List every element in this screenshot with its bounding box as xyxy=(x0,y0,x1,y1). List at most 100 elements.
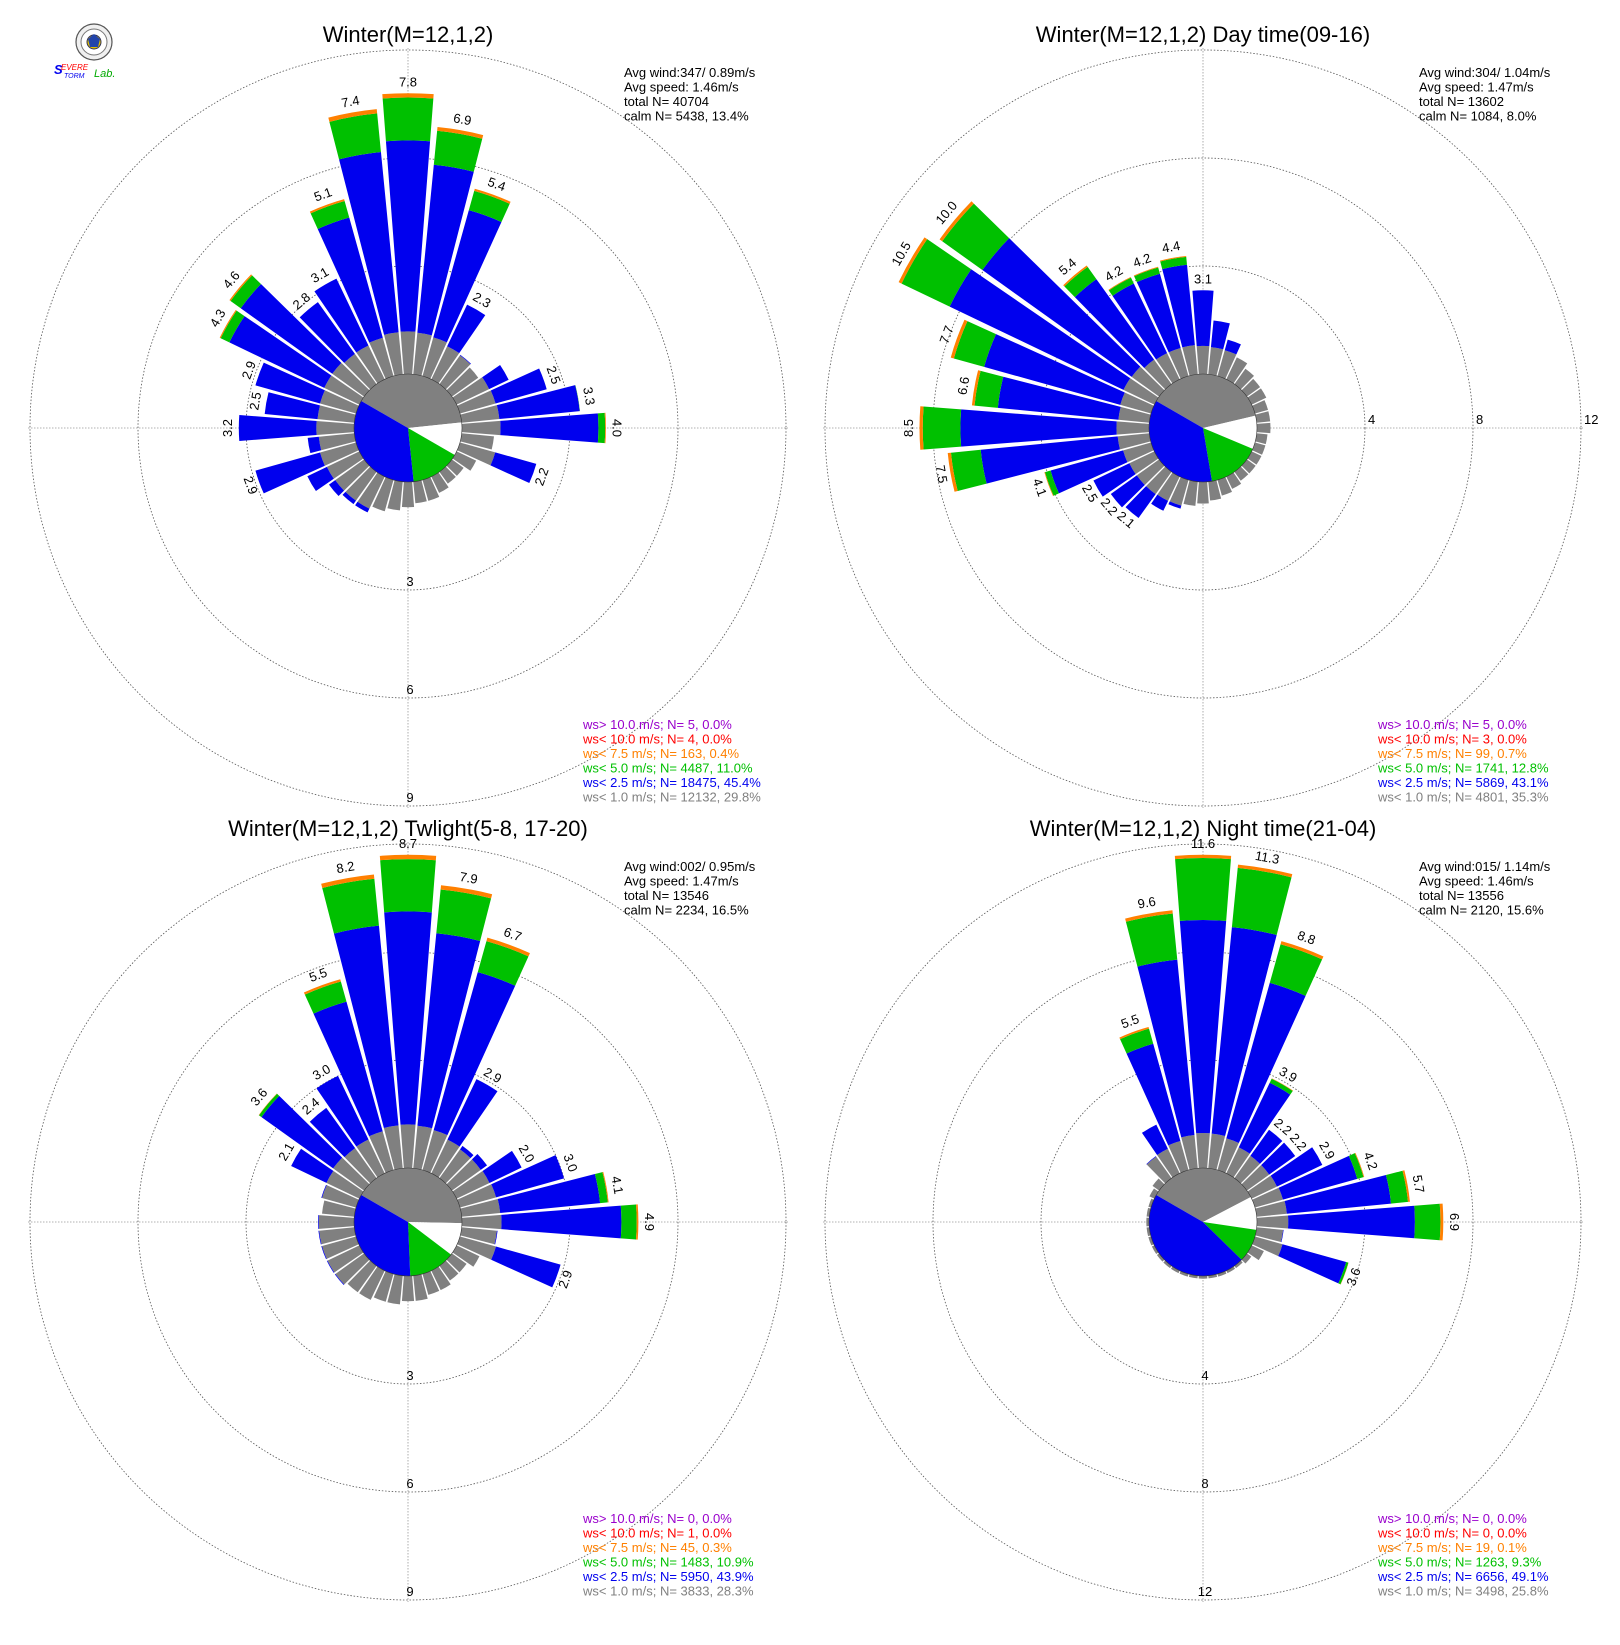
bar-gray-130 xyxy=(446,1253,467,1273)
ring-label-9: 9 xyxy=(406,790,413,805)
calm-sector-white xyxy=(408,1222,462,1255)
bar-blue-320 xyxy=(1074,279,1155,368)
legend-entry-5: ws< 2.5 m/s; N= 5869, 43.1% xyxy=(1377,775,1549,790)
legend-entry-6: ws< 1.0 m/s; N= 4801, 35.3% xyxy=(1377,790,1549,805)
bar-green-330 xyxy=(1108,277,1134,296)
bar-blue-210 xyxy=(355,501,370,513)
bar-blue-350 xyxy=(1137,959,1195,1138)
bar-green-290 xyxy=(953,321,997,367)
ring-12 xyxy=(824,49,1582,807)
spoke-label-330: 3.0 xyxy=(310,1061,333,1083)
stats-line-2: Avg speed: 1.47m/s xyxy=(1419,80,1534,95)
bar-gray-10 xyxy=(1208,1133,1226,1170)
calm-circle xyxy=(1148,1167,1258,1277)
bar-gray-280 xyxy=(317,405,356,423)
bar-gray-280 xyxy=(322,1200,356,1217)
bar-gray-50 xyxy=(446,1159,481,1191)
bar-gray-60 xyxy=(452,377,490,405)
bar-gray-40 xyxy=(439,1149,471,1184)
bar-gray-240 xyxy=(1129,451,1159,475)
bar-orange-30 xyxy=(1271,1078,1293,1091)
bar-gray-230 xyxy=(335,459,370,491)
spoke-label-90: 4.9 xyxy=(642,1213,657,1231)
bar-blue-220 xyxy=(342,491,356,505)
bar-green-350 xyxy=(1160,256,1187,270)
spoke-label-80: 3.3 xyxy=(580,386,598,406)
spoke-label-60: 2.9 xyxy=(1316,1139,1338,1162)
bar-blue-270 xyxy=(318,1215,319,1229)
bar-gray-290 xyxy=(320,390,359,414)
bar-blue-320 xyxy=(299,302,355,363)
bar-blue-30 xyxy=(447,304,486,354)
bar-gray-270 xyxy=(1146,1217,1150,1227)
bar-gray-260 xyxy=(319,1227,356,1245)
bar-gray-220 xyxy=(1146,466,1172,495)
bar-gray-110 xyxy=(1252,1236,1283,1257)
bar-gray-180 xyxy=(401,481,415,508)
bar-orange-300 xyxy=(898,237,928,284)
bar-gray-310 xyxy=(333,1157,370,1191)
bar-gray-80 xyxy=(1255,411,1271,423)
bar-gray-280 xyxy=(1146,1207,1151,1217)
bar-orange-0 xyxy=(382,93,434,99)
spoke-label-20: 8.8 xyxy=(1295,927,1317,947)
bar-gray-350 xyxy=(1181,1134,1198,1170)
calm-sector-gray xyxy=(361,374,462,428)
bar-gray-140 xyxy=(1234,1260,1243,1269)
stats-line-2: Avg speed: 1.47m/s xyxy=(624,874,739,889)
spoke-label-110: 2.2 xyxy=(531,466,551,488)
calm-sector-green xyxy=(1203,1222,1257,1260)
bar-gray-40 xyxy=(1234,368,1255,390)
bar-gray-130 xyxy=(1241,1253,1252,1264)
bar-blue-320 xyxy=(1146,1156,1157,1165)
bar-gray-340 xyxy=(369,1131,394,1173)
calm-sector-gray xyxy=(1156,1168,1251,1222)
bar-blue-270 xyxy=(238,415,317,441)
bar-green-310 xyxy=(942,203,1010,271)
spoke-label-0: 3.1 xyxy=(1194,272,1212,287)
ring-label-3: 3 xyxy=(406,1368,413,1383)
ring-label-3: 3 xyxy=(406,574,413,589)
bar-gray-50 xyxy=(1241,378,1261,397)
bar-gray-300 xyxy=(1149,1188,1159,1199)
calm-sector-white xyxy=(408,422,462,455)
bar-gray-60 xyxy=(1247,1175,1277,1199)
bar-gray-170 xyxy=(413,1274,428,1301)
bar-gray-90 xyxy=(1256,422,1271,434)
bar-gray-120 xyxy=(452,451,477,471)
bar-green-10 xyxy=(1231,867,1292,936)
bar-gray-30 xyxy=(1226,357,1248,384)
wind-rose-panel-4: Winter(M=12,1,2) Night time(21-04)11.6 11… xyxy=(823,816,1583,1602)
bar-gray-0 xyxy=(1196,1132,1210,1169)
ring-8 xyxy=(932,157,1474,699)
spoke-label-60: 2.0 xyxy=(516,1142,538,1165)
bar-blue-40 xyxy=(459,354,471,365)
bar-gray-60 xyxy=(1247,388,1267,405)
bar-gray-20 xyxy=(422,1130,448,1173)
bar-orange-20 xyxy=(1280,941,1324,960)
bar-blue-320 xyxy=(309,1107,356,1158)
bar-gray-70 xyxy=(457,390,496,414)
bar-gray-340 xyxy=(1168,348,1189,379)
spoke-label-300: 2.1 xyxy=(275,1140,297,1163)
bar-gray-240 xyxy=(326,451,364,479)
calm-sector-blue xyxy=(354,1195,411,1276)
calm-sector-green xyxy=(408,1222,452,1276)
bar-blue-300 xyxy=(291,1148,334,1183)
bar-orange-340 xyxy=(1119,1026,1150,1040)
bar-gray-200 xyxy=(372,477,394,512)
bar-blue-0 xyxy=(384,911,432,1125)
bar-blue-230 xyxy=(1110,475,1145,508)
bar-gray-330 xyxy=(356,1139,385,1178)
bar-blue-0 xyxy=(1192,290,1214,347)
bar-blue-290 xyxy=(255,362,325,404)
stats-line-3: total N= 13546 xyxy=(624,888,709,903)
ring-label-9: 9 xyxy=(406,1584,413,1599)
calm-sector-blue xyxy=(1149,1195,1242,1277)
calm-sector-white xyxy=(1203,415,1257,449)
svg-text:Lab.: Lab. xyxy=(94,68,115,80)
bar-gray-10 xyxy=(413,332,432,376)
bar-green-70 xyxy=(1348,1153,1364,1179)
spoke-label-10: 7.9 xyxy=(458,869,478,887)
bar-gray-150 xyxy=(431,1266,451,1291)
